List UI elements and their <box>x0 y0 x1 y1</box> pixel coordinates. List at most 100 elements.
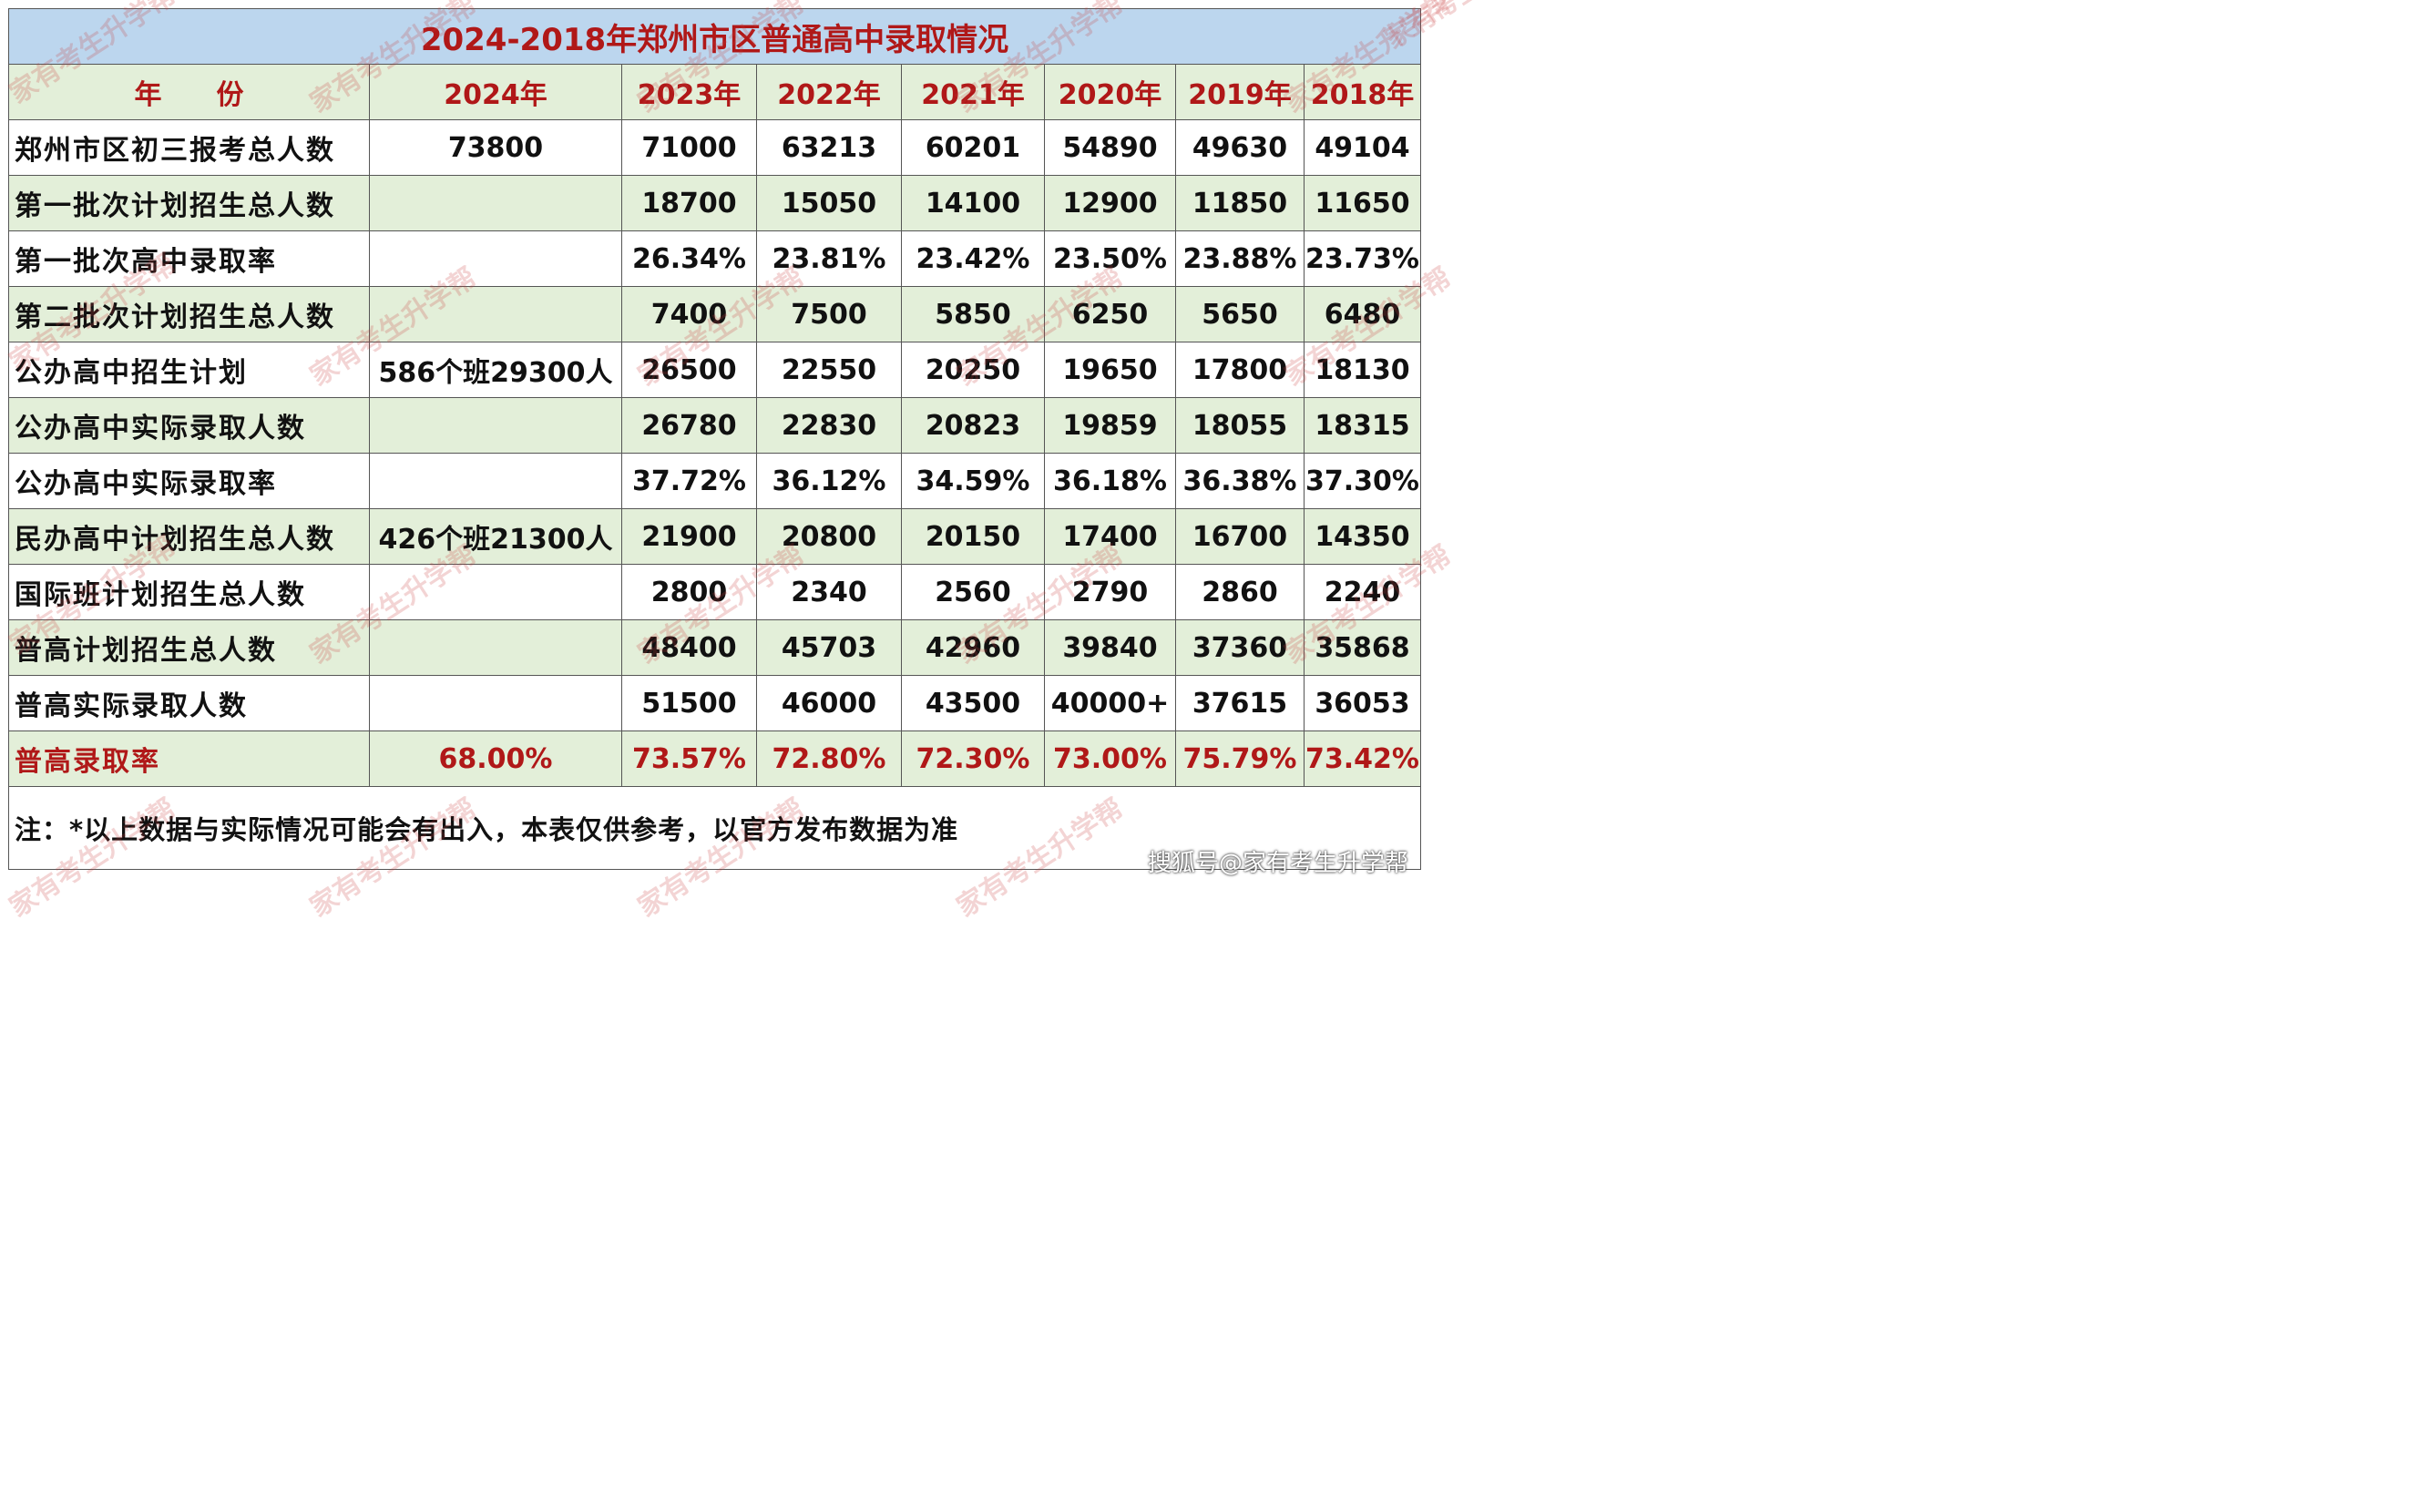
row-label: 第二批次计划招生总人数 <box>8 286 370 342</box>
table-row: 郑州市区初三报考总人数 73800 71000 63213 60201 54890 4963… <box>8 119 1421 176</box>
table-cell: 14350 <box>1304 508 1421 565</box>
table-cell: 2240 <box>1304 564 1421 620</box>
table-cell <box>369 453 622 509</box>
table-cell: 37.72% <box>621 453 757 509</box>
admission-table-sheet: 2024-2018年郑州市区普通高中录取情况 年 份 2024年 2023年 2… <box>8 8 1421 870</box>
table-cell: 5850 <box>901 286 1045 342</box>
table-cell: 72.30% <box>901 730 1045 787</box>
table-cell: 36.18% <box>1044 453 1176 509</box>
table-cell: 426个班21300人 <box>369 508 622 565</box>
table-cell: 18130 <box>1304 342 1421 398</box>
header-year: 2024年 <box>369 64 622 120</box>
table-row: 公办高中实际录取率 37.72% 36.12% 34.59% 36.18% 36.38% 3… <box>8 453 1421 509</box>
table-cell: 6250 <box>1044 286 1176 342</box>
table-cell: 23.42% <box>901 230 1045 287</box>
header-row: 年 份 2024年 2023年 2022年 2021年 2020年 2019年 … <box>8 64 1421 120</box>
header-year: 2018年 <box>1304 64 1421 120</box>
table-row: 公办高中招生计划 586个班29300人 26500 22550 20250 19650 1… <box>8 342 1421 398</box>
table-cell: 49630 <box>1175 119 1305 176</box>
table-row: 第一批次计划招生总人数 18700 15050 14100 12900 11850 1165… <box>8 175 1421 231</box>
table-row: 国际班计划招生总人数 2800 2340 2560 2790 2860 2240 <box>8 564 1421 620</box>
table-cell <box>369 175 622 231</box>
table-cell: 23.81% <box>756 230 902 287</box>
table-cell: 18315 <box>1304 397 1421 454</box>
table-cell: 2790 <box>1044 564 1176 620</box>
table-row: 第二批次计划招生总人数 7400 7500 5850 6250 5650 6480 <box>8 286 1421 342</box>
table-cell: 26.34% <box>621 230 757 287</box>
table-cell <box>369 675 622 731</box>
table-cell: 20823 <box>901 397 1045 454</box>
table-cell: 37.30% <box>1304 453 1421 509</box>
table-cell: 72.80% <box>756 730 902 787</box>
row-label: 民办高中计划招生总人数 <box>8 508 370 565</box>
table-cell: 17800 <box>1175 342 1305 398</box>
table-cell: 63213 <box>756 119 902 176</box>
table-cell: 20150 <box>901 508 1045 565</box>
header-year: 2021年 <box>901 64 1045 120</box>
table-cell: 18055 <box>1175 397 1305 454</box>
table-cell <box>369 286 622 342</box>
table-cell: 2860 <box>1175 564 1305 620</box>
table-cell: 26780 <box>621 397 757 454</box>
header-year: 2023年 <box>621 64 757 120</box>
table-row: 普高计划招生总人数 48400 45703 42960 39840 37360 35868 <box>8 619 1421 676</box>
table-cell: 23.88% <box>1175 230 1305 287</box>
row-label: 第一批次计划招生总人数 <box>8 175 370 231</box>
table-cell: 6480 <box>1304 286 1421 342</box>
table-cell: 22550 <box>756 342 902 398</box>
table-cell: 71000 <box>621 119 757 176</box>
table-cell: 39840 <box>1044 619 1176 676</box>
table-cell: 68.00% <box>369 730 622 787</box>
table-cell: 23.73% <box>1304 230 1421 287</box>
table-cell: 37360 <box>1175 619 1305 676</box>
table-cell: 17400 <box>1044 508 1176 565</box>
row-label: 普高实际录取人数 <box>8 675 370 731</box>
table-cell: 42960 <box>901 619 1045 676</box>
table-cell: 73.57% <box>621 730 757 787</box>
table-cell: 16700 <box>1175 508 1305 565</box>
table-cell: 586个班29300人 <box>369 342 622 398</box>
table-cell: 36053 <box>1304 675 1421 731</box>
table-row: 公办高中实际录取人数 26780 22830 20823 19859 18055 18315 <box>8 397 1421 454</box>
table-cell <box>369 397 622 454</box>
table-cell: 20800 <box>756 508 902 565</box>
table-cell: 21900 <box>621 508 757 565</box>
table-cell: 49104 <box>1304 119 1421 176</box>
table-cell: 40000+ <box>1044 675 1176 731</box>
table-cell: 22830 <box>756 397 902 454</box>
row-label: 普高录取率 <box>8 730 370 787</box>
header-year: 2019年 <box>1175 64 1305 120</box>
table-cell: 54890 <box>1044 119 1176 176</box>
header-year: 2020年 <box>1044 64 1176 120</box>
table-cell: 35868 <box>1304 619 1421 676</box>
note-row: 注：*以上数据与实际情况可能会有出入，本表仅供参考，以官方发布数据为准 <box>8 786 1421 870</box>
table-cell: 51500 <box>621 675 757 731</box>
table-cell: 12900 <box>1044 175 1176 231</box>
table-cell: 15050 <box>756 175 902 231</box>
table-row: 普高录取率 68.00% 73.57% 72.80% 72.30% 73.00% 75.79… <box>8 730 1421 787</box>
header-year: 2022年 <box>756 64 902 120</box>
table-cell: 19859 <box>1044 397 1176 454</box>
table-cell: 7500 <box>756 286 902 342</box>
row-label: 公办高中招生计划 <box>8 342 370 398</box>
row-label: 国际班计划招生总人数 <box>8 564 370 620</box>
table-cell: 26500 <box>621 342 757 398</box>
row-label: 普高计划招生总人数 <box>8 619 370 676</box>
table-cell: 14100 <box>901 175 1045 231</box>
table-cell: 60201 <box>901 119 1045 176</box>
table-cell <box>369 230 622 287</box>
table-cell: 11850 <box>1175 175 1305 231</box>
table-cell: 36.38% <box>1175 453 1305 509</box>
table-cell: 43500 <box>901 675 1045 731</box>
table-cell: 20250 <box>901 342 1045 398</box>
source-credit: 搜狐号@家有考生升学帮 <box>1147 850 1408 877</box>
note-text: 注：*以上数据与实际情况可能会有出入，本表仅供参考，以官方发布数据为准 <box>8 786 1421 870</box>
table-cell: 73.42% <box>1304 730 1421 787</box>
table-cell <box>369 564 622 620</box>
table-cell: 73800 <box>369 119 622 176</box>
table-cell: 36.12% <box>756 453 902 509</box>
row-label: 郑州市区初三报考总人数 <box>8 119 370 176</box>
table-cell: 2340 <box>756 564 902 620</box>
table-cell: 23.50% <box>1044 230 1176 287</box>
table-cell: 5650 <box>1175 286 1305 342</box>
